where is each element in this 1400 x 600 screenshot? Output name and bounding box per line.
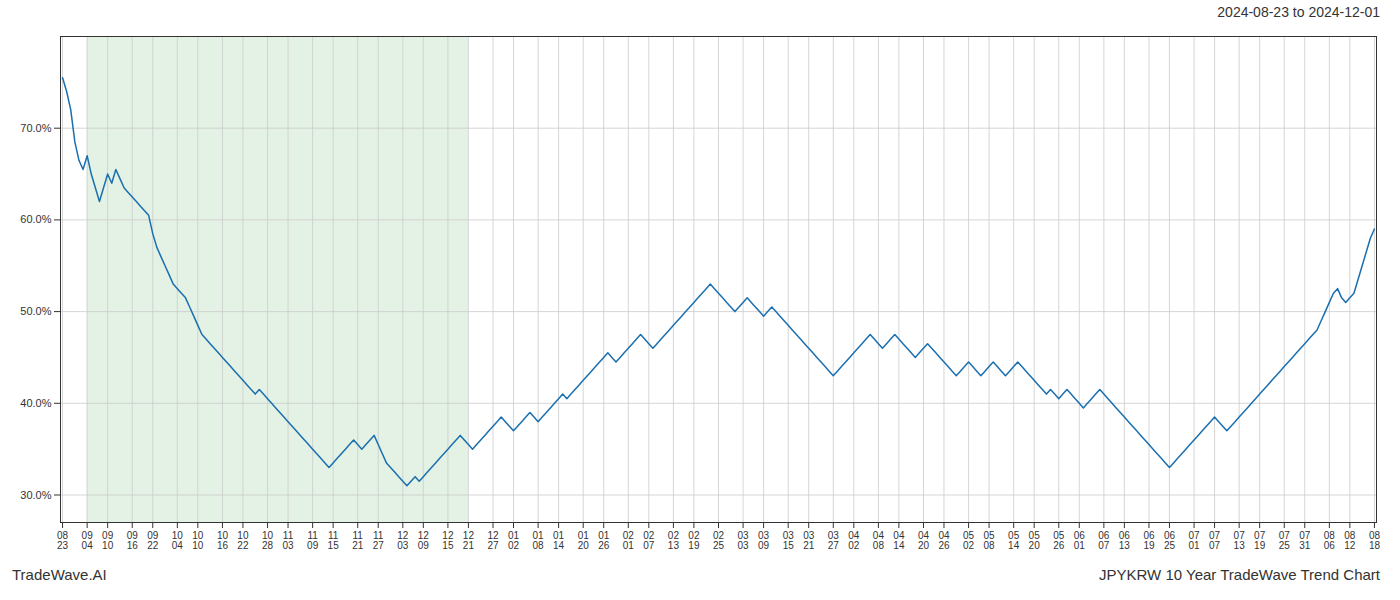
svg-text:1209: 1209 <box>418 530 430 551</box>
svg-text:1022: 1022 <box>237 530 249 551</box>
svg-text:0219: 0219 <box>688 530 700 551</box>
svg-text:1004: 1004 <box>172 530 184 551</box>
svg-text:0126: 0126 <box>598 530 610 551</box>
svg-text:0201: 0201 <box>623 530 635 551</box>
svg-text:0719: 0719 <box>1254 530 1266 551</box>
svg-text:0108: 0108 <box>533 530 545 551</box>
html-text:2024-08-23 to 2024-12-01: 2024-08-23 to 2024-12-01 <box>1217 4 1380 20</box>
svg-text:0213: 0213 <box>668 530 680 551</box>
svg-text:1010: 1010 <box>192 530 204 551</box>
svg-text:1115: 1115 <box>328 530 340 551</box>
svg-text:0502: 0502 <box>963 530 975 551</box>
svg-text:1215: 1215 <box>442 530 454 551</box>
svg-text:0607: 0607 <box>1098 530 1110 551</box>
svg-text:0731: 0731 <box>1299 530 1311 551</box>
svg-text:0207: 0207 <box>643 530 655 551</box>
svg-text:30.0%: 30.0% <box>20 489 51 501</box>
svg-text:0321: 0321 <box>803 530 815 551</box>
svg-text:1203: 1203 <box>397 530 409 551</box>
svg-text:0619: 0619 <box>1143 530 1155 551</box>
svg-text:0910: 0910 <box>102 530 114 551</box>
svg-text:0327: 0327 <box>828 530 840 551</box>
svg-text:0102: 0102 <box>508 530 520 551</box>
svg-text:0420: 0420 <box>918 530 930 551</box>
svg-text:60.0%: 60.0% <box>20 213 51 225</box>
svg-text:0601: 0601 <box>1074 530 1086 551</box>
html-text:TradeWave.AI: TradeWave.AI <box>12 566 107 583</box>
svg-text:0120: 0120 <box>578 530 590 551</box>
svg-text:0526: 0526 <box>1053 530 1065 551</box>
svg-text:1028: 1028 <box>262 530 274 551</box>
svg-text:1127: 1127 <box>373 530 385 551</box>
svg-text:0707: 0707 <box>1209 530 1221 551</box>
svg-text:0812: 0812 <box>1344 530 1356 551</box>
svg-text:1227: 1227 <box>487 530 499 551</box>
svg-text:1121: 1121 <box>352 530 364 551</box>
svg-text:1221: 1221 <box>463 530 475 551</box>
svg-text:0508: 0508 <box>984 530 996 551</box>
svg-text:0303: 0303 <box>738 530 750 551</box>
svg-text:0225: 0225 <box>713 530 725 551</box>
svg-text:0806: 0806 <box>1324 530 1336 551</box>
svg-text:0408: 0408 <box>873 530 885 551</box>
svg-text:0414: 0414 <box>893 530 905 551</box>
svg-text:0701: 0701 <box>1189 530 1201 551</box>
svg-text:0904: 0904 <box>82 530 94 551</box>
svg-text:70.0%: 70.0% <box>20 122 51 134</box>
svg-text:0514: 0514 <box>1008 530 1020 551</box>
svg-text:0613: 0613 <box>1119 530 1131 551</box>
svg-text:0823: 0823 <box>57 530 69 551</box>
svg-text:0426: 0426 <box>938 530 950 551</box>
svg-text:1016: 1016 <box>217 530 229 551</box>
svg-text:0114: 0114 <box>553 530 565 551</box>
svg-text:0725: 0725 <box>1279 530 1291 551</box>
svg-text:1109: 1109 <box>307 530 319 551</box>
svg-text:0713: 0713 <box>1234 530 1246 551</box>
svg-text:1103: 1103 <box>282 530 294 551</box>
svg-text:50.0%: 50.0% <box>20 305 51 317</box>
svg-text:0916: 0916 <box>127 530 139 551</box>
svg-text:0309: 0309 <box>758 530 770 551</box>
svg-text:0315: 0315 <box>783 530 795 551</box>
html-text:JPYKRW 10 Year TradeWave Trend: JPYKRW 10 Year TradeWave Trend Chart <box>1099 566 1380 583</box>
svg-text:0520: 0520 <box>1029 530 1041 551</box>
svg-text:40.0%: 40.0% <box>20 397 51 409</box>
svg-text:0402: 0402 <box>848 530 860 551</box>
svg-text:0818: 0818 <box>1369 530 1381 551</box>
svg-text:0922: 0922 <box>147 530 159 551</box>
svg-text:0625: 0625 <box>1164 530 1176 551</box>
